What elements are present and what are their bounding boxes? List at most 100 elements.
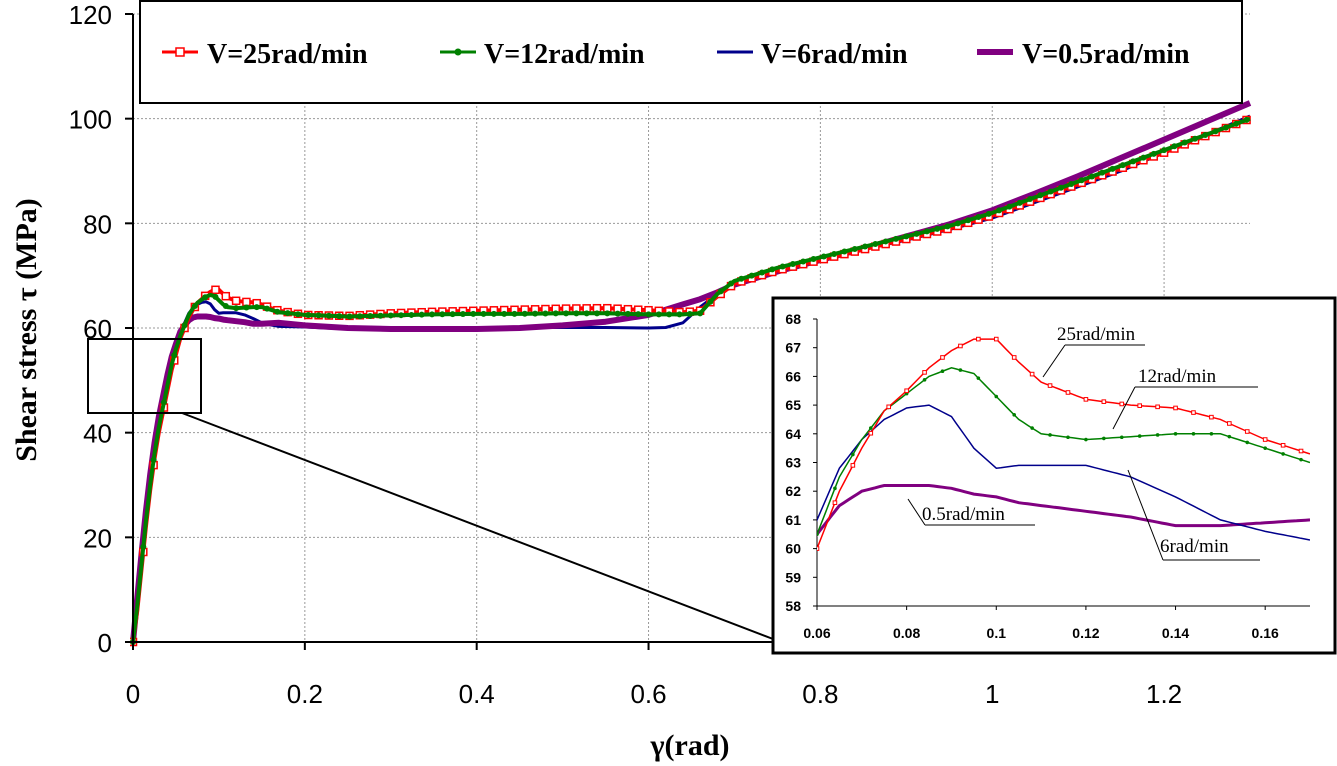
series-marker (954, 220, 961, 227)
x-tick-label: 1.2 (1146, 679, 1182, 709)
series-marker (1006, 203, 1013, 210)
annotation-label-6: 6rad/min (1160, 536, 1229, 557)
series-marker (965, 217, 972, 224)
legend: V=25rad/min V=12rad/min V=6rad/min V=0.5rad… (139, 0, 1243, 104)
inset-series-marker (1173, 405, 1178, 411)
series-marker (862, 243, 869, 250)
series-marker (645, 311, 652, 318)
series-marker (315, 312, 322, 319)
series-marker (996, 207, 1003, 214)
series-marker (831, 251, 838, 258)
series-marker (655, 311, 662, 318)
series-marker (769, 266, 776, 273)
inset-series-marker (851, 452, 855, 457)
series-marker (490, 310, 497, 317)
zoom-region-box (87, 338, 202, 414)
inset-series-marker (850, 463, 856, 468)
inset-series-marker (993, 336, 999, 342)
inset-series-marker (1263, 446, 1267, 450)
inset-series-marker (1048, 433, 1052, 437)
series-marker (191, 303, 198, 310)
inset-y-tick-label: 62 (785, 483, 801, 499)
series-marker (913, 230, 920, 237)
inset-x-tick-label: 0.12 (1072, 625, 1099, 641)
series-marker (635, 311, 642, 318)
series-marker (181, 322, 188, 329)
inset-series-marker (958, 368, 963, 372)
inset-annotations: 25rad/min 12rad/min 6rad/min 0.5rad/min (907, 324, 1260, 561)
inset-series-marker (1119, 401, 1125, 407)
inset-series-marker (1298, 448, 1304, 454)
series-marker (449, 311, 456, 318)
inset-series-marker (833, 486, 837, 491)
inset-y-tick-label: 68 (785, 311, 801, 327)
inset-series-marker (1137, 403, 1142, 408)
series-marker (1068, 180, 1075, 187)
y-axis-label: Shear stress τ (MPa) (10, 198, 43, 462)
inset-series-marker (1245, 440, 1250, 445)
series-marker (532, 310, 539, 317)
series-marker (274, 308, 281, 315)
x-axis-label: γ(rad) (649, 729, 729, 762)
inset-y-tick-label: 63 (785, 455, 801, 471)
series-marker (800, 258, 807, 265)
inset-series-marker (1209, 432, 1214, 436)
series-marker (1243, 116, 1250, 123)
y-tick-label: 120 (69, 0, 112, 30)
inset-series-marker (958, 343, 963, 349)
series-marker (975, 214, 982, 221)
series-marker (573, 310, 580, 317)
series-marker (614, 310, 621, 317)
annotation-leader-25 (1042, 344, 1066, 378)
inset-series-marker (832, 500, 838, 505)
series-marker (1027, 196, 1034, 203)
series-marker (1088, 173, 1095, 180)
series-marker (738, 275, 745, 282)
series-marker (1078, 177, 1085, 184)
series-marker (851, 245, 858, 252)
series-marker (1202, 131, 1209, 138)
y-tick-label: 100 (69, 105, 112, 135)
series-marker (810, 256, 817, 263)
series-marker (666, 311, 673, 318)
inset-axes: 0.06 0.08 0.1 0.12 0.14 0.16 58 59 60 61 62 63 64 65 6… (785, 311, 1310, 641)
inset-series-marker (1227, 434, 1232, 439)
series-marker (253, 304, 260, 311)
inset-y-tick-label: 59 (785, 569, 801, 585)
series-marker (1016, 199, 1023, 206)
main-series (130, 100, 1252, 647)
annotation-leader-05 (907, 498, 926, 526)
inset-y-tick-label: 64 (785, 426, 801, 442)
series-marker (717, 288, 724, 295)
inset-series-marker (868, 426, 873, 430)
inset-series-marker (1281, 452, 1285, 456)
series-marker (1233, 120, 1240, 127)
series-marker (222, 303, 229, 310)
x-tick-label: 0 (126, 679, 140, 709)
legend-box (139, 0, 1243, 104)
series-marker (748, 272, 755, 279)
series-marker (325, 312, 332, 319)
series-marker (1037, 192, 1044, 199)
series-marker (892, 235, 899, 242)
inset-series-marker (1066, 435, 1070, 440)
inset-series-marker (976, 376, 981, 380)
inset-series-marker (1209, 414, 1214, 420)
legend-label: V=25rad/min (207, 39, 368, 70)
series-marker (336, 313, 343, 320)
inset-series-marker (976, 336, 981, 342)
series-marker (1222, 124, 1229, 131)
inset-series-marker (1155, 433, 1160, 437)
inset-series-marker (1191, 410, 1196, 415)
annotation-leader-6 (1127, 469, 1164, 561)
series-marker (429, 311, 436, 318)
series-marker (872, 240, 879, 247)
series-marker (923, 228, 930, 235)
series-marker (624, 310, 631, 317)
series-marker (1057, 184, 1064, 191)
series-marker (1171, 143, 1178, 150)
series-marker (604, 310, 611, 317)
inset-series-marker (886, 404, 892, 410)
inset-y-tick-label: 65 (785, 397, 801, 413)
